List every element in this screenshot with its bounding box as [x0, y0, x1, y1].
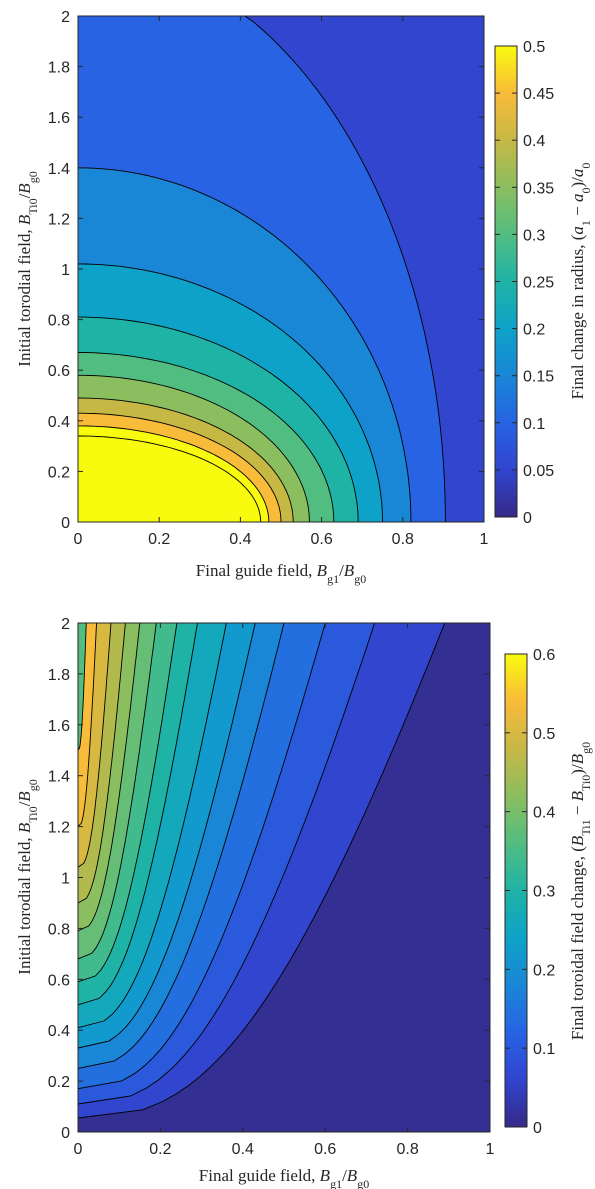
x-tick-label: 0.6 — [310, 531, 332, 548]
y-tick-label: 1.8 — [48, 60, 70, 77]
y-tick-label: 0.8 — [48, 921, 70, 938]
radius-contour-line — [77, 397, 294, 523]
colorbar-tick-label: 0.6 — [533, 647, 555, 664]
y-tick-label: 1.4 — [48, 769, 70, 786]
toroidal-contour-line — [77, 622, 112, 868]
y-tick-label: 0.6 — [48, 972, 70, 989]
radius-contour-line — [78, 316, 359, 523]
radius-contour-lines — [77, 15, 446, 523]
radius-contour-line — [78, 425, 270, 522]
toroidal-colorbar-ticks: 0 0.1 0.2 0.3 0.4 0.5 0.6 — [505, 647, 555, 1137]
colorbar-tick-label: 0.05 — [523, 463, 554, 480]
colorbar-tick-label: 0.4 — [523, 133, 545, 150]
radius-contour-line — [78, 374, 310, 523]
x-tick-label: 0.8 — [396, 1141, 418, 1158]
y-tick-label: 0.2 — [48, 464, 70, 481]
y-tick-label: 0.6 — [48, 363, 70, 380]
y-tick-label: 0.4 — [48, 1023, 70, 1040]
toroidal-x-ticks: 0 0.2 0.4 0.6 0.8 1 — [74, 623, 495, 1158]
radius-contour-line — [78, 412, 282, 523]
colorbar-tick-label: 0.3 — [533, 884, 555, 901]
toroidal-contour-fills — [78, 623, 490, 1132]
radius-contour-fills — [78, 16, 484, 523]
radius-contour-line — [78, 352, 335, 523]
colorbar-tick-label: 0.5 — [533, 726, 555, 743]
colorbar-tick-label: 0.2 — [533, 962, 555, 979]
colorbar-tick-label: 0 — [533, 1120, 542, 1137]
x-tick-label: 0.6 — [314, 1141, 336, 1158]
radius-contour-region — [78, 436, 261, 522]
colorbar-tick-label: 0.4 — [533, 805, 555, 822]
y-tick-label: 1 — [61, 262, 70, 279]
toroidal-contour-line — [77, 622, 157, 960]
y-tick-label: 0 — [61, 1125, 70, 1142]
colorbar-tick-label: 0 — [523, 510, 532, 527]
toroidal-contour-line — [77, 622, 141, 932]
y-tick-label: 1.2 — [48, 820, 70, 837]
y-tick-label: 1.6 — [48, 718, 70, 735]
y-tick-label: 0 — [61, 515, 70, 532]
y-tick-label: 2 — [61, 616, 70, 633]
toroidal-contour-line — [77, 622, 256, 1049]
y-tick-label: 0.8 — [48, 313, 70, 330]
toroidal-contour-line — [77, 622, 376, 1105]
y-tick-label: 1 — [61, 871, 70, 888]
radius-y-ticks: 0 0.2 0.4 0.6 0.8 1 1.2 1.4 1.6 1.8 2 — [48, 9, 484, 532]
radius-change-contour-plot: 0 0.2 0.4 0.6 0.8 1 0 0.2 0.4 0.6 0.8 1 1.2 1.4 1.6 1.… — [15, 9, 593, 586]
toroidal-contour-line — [77, 622, 446, 1119]
toroidal-contour-line — [77, 622, 227, 1029]
colorbar-tick-label: 0.3 — [523, 227, 545, 244]
y-tick-label: 1.8 — [48, 667, 70, 684]
x-tick-label: 0 — [74, 1141, 83, 1158]
toroidal-contour-lines — [77, 622, 446, 1119]
y-tick-label: 1.6 — [48, 110, 70, 127]
radius-x-ticks: 0 0.2 0.4 0.6 0.8 1 — [74, 16, 489, 548]
radius-colorbar-label: Final change in radius, (a1 − a0)/a0 — [568, 163, 593, 400]
x-tick-label: 0.4 — [232, 1141, 254, 1158]
x-tick-label: 0.8 — [392, 531, 414, 548]
colorbar-tick-label: 0.25 — [523, 275, 554, 292]
radius-y-axis-label: Initial torodial field, BTi0/Bg0 — [15, 171, 40, 366]
toroidal-contour-line — [77, 622, 178, 983]
radius-contour-line — [78, 435, 262, 523]
x-tick-label: 1 — [486, 1141, 495, 1158]
toroidal-y-ticks: 0 0.2 0.4 0.6 0.8 1 1.2 1.4 1.6 1.8 2 — [48, 616, 490, 1142]
colorbar-tick-label: 0.1 — [523, 416, 545, 433]
toroidal-colorbar-label: Final toroidal field change, (BTi1 − BTi… — [568, 742, 593, 1040]
colorbar-tick-label: 0.15 — [523, 369, 554, 386]
y-tick-label: 2 — [61, 9, 70, 26]
toroidal-x-axis-label: Final guide field, Bg1/Bg0 — [199, 1166, 369, 1189]
y-tick-label: 0.4 — [48, 414, 70, 431]
colorbar-tick-label: 0.5 — [523, 39, 545, 56]
y-tick-label: 1.4 — [48, 161, 70, 178]
x-tick-label: 0 — [74, 531, 83, 548]
radius-contour-line — [77, 263, 383, 523]
colorbar-tick-label: 0.45 — [523, 86, 554, 103]
radius-colorbar-ticks: 0 0.05 0.1 0.15 0.2 0.25 0.3 0.35 0.4 0.45 0.5 — [495, 39, 554, 527]
toroidal-contour-line — [77, 622, 126, 904]
colorbar-tick-label: 0.1 — [533, 1041, 555, 1058]
colorbar-tick-label: 0.35 — [523, 180, 554, 197]
toroidal-change-contour-plot: 0 0.2 0.4 0.6 0.8 1 0 0.2 0.4 0.6 0.8 1 1.2 1.4 1.6 1.… — [15, 616, 593, 1189]
toroidal-contour-region — [78, 623, 490, 1132]
y-tick-label: 0.2 — [48, 1074, 70, 1091]
x-tick-label: 0.2 — [149, 1141, 171, 1158]
toroidal-contour-line — [77, 622, 198, 1006]
toroidal-contour-line — [77, 623, 87, 751]
x-tick-label: 0.2 — [148, 531, 170, 548]
toroidal-contour-line — [77, 622, 285, 1069]
y-tick-label: 1.2 — [48, 211, 70, 228]
toroidal-y-axis-label: Initial torodial field, BTi0/Bg0 — [15, 779, 40, 974]
radius-contour-line — [77, 167, 412, 523]
x-tick-label: 0.4 — [229, 531, 251, 548]
radius-x-axis-label: Final guide field, Bg1/Bg0 — [196, 561, 366, 586]
toroidal-contour-line — [77, 622, 326, 1090]
colorbar-tick-label: 0.2 — [523, 322, 545, 339]
x-tick-label: 1 — [480, 531, 489, 548]
toroidal-contour-line — [77, 622, 97, 827]
